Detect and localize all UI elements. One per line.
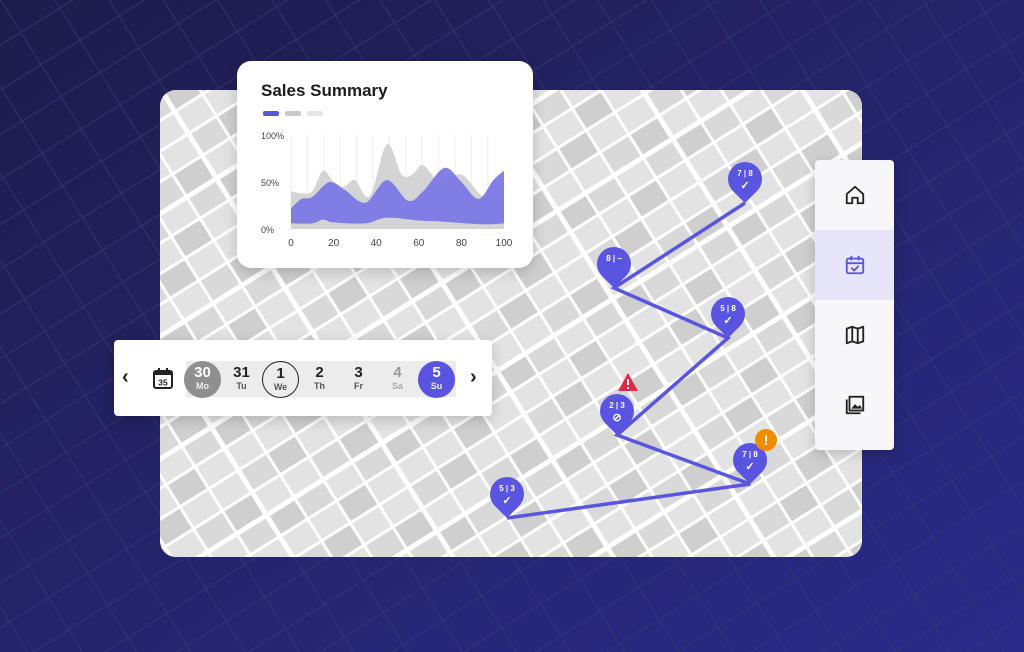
day-th[interactable]: 2 Th: [301, 361, 338, 398]
week-band: [186, 361, 456, 397]
date-picker: ‹ › 35 30 Mo 31 Tu 1 We 2 Th 3 Fr 4 Sa 5 Su: [114, 340, 492, 416]
stop-count: 5 | 3: [499, 484, 515, 493]
svg-text:35: 35: [158, 378, 168, 388]
image-icon: [845, 395, 864, 415]
map-icon: [845, 325, 864, 345]
sidebar: [815, 160, 894, 450]
check-icon: ✓: [745, 461, 755, 473]
day-mo[interactable]: 30 Mo: [184, 361, 221, 398]
weekday-label: Th: [314, 381, 325, 391]
check-icon: ✓: [740, 180, 750, 192]
chart-legend: [263, 111, 323, 116]
day-number: 4: [393, 364, 402, 381]
pin-content: 7 | 8 ✓: [733, 443, 767, 477]
sales-chart: 0% 50% 100% 0 20 40 60 80 100: [261, 131, 513, 249]
weekday-label: Sa: [391, 381, 403, 391]
weekday-label: Fr: [354, 381, 363, 391]
chevron-left-icon[interactable]: ‹: [122, 366, 129, 388]
stop-count: 7 | 8: [742, 450, 758, 459]
sales-summary-card: 0% 50% 100% 0 20 40 60 80 100 Sales Summary: [237, 61, 533, 268]
day-tu[interactable]: 31 Tu: [223, 361, 260, 398]
y-tick-label: 50%: [261, 178, 279, 188]
stop-count: 7 | 8: [737, 169, 753, 178]
sidebar-item-calendar[interactable]: [815, 230, 894, 300]
sidebar-item-map[interactable]: [815, 300, 894, 370]
check-icon: ✓: [502, 495, 512, 507]
day-we[interactable]: 1 We: [262, 361, 299, 398]
day-fr[interactable]: 3 Fr: [340, 361, 377, 398]
weekday-label: Tu: [236, 381, 247, 391]
legend-swatch: [263, 111, 279, 116]
day-su[interactable]: 5 Su: [418, 361, 455, 398]
card-title: Sales Summary: [261, 81, 388, 100]
alert-triangle-icon: [618, 373, 638, 391]
day-number: 30: [194, 364, 211, 381]
day-number: 2: [315, 364, 324, 381]
y-tick-label: 100%: [261, 131, 284, 141]
day-number: 5: [432, 364, 441, 381]
x-tick-label: 60: [413, 238, 425, 249]
legend-swatch: [307, 111, 323, 116]
series-area-purple: [291, 167, 504, 229]
stop-count: 8 | –: [606, 254, 622, 263]
x-tick-label: 80: [456, 238, 468, 249]
x-tick-label: 20: [328, 238, 340, 249]
weekday-label: Su: [430, 381, 443, 391]
pin-content: 2 | 3 ⊘: [600, 394, 634, 428]
sidebar-item-home[interactable]: [815, 160, 894, 230]
day-number: 3: [354, 364, 363, 381]
pin-content: 8 | –: [597, 247, 631, 281]
chevron-right-icon[interactable]: ›: [470, 366, 477, 388]
y-tick-label: 0%: [261, 225, 274, 235]
home-icon: [845, 185, 864, 205]
calendar-icon[interactable]: 35: [152, 367, 174, 389]
calendar-check-icon: [845, 255, 864, 275]
pin-content: 5 | 8 ✓: [711, 297, 745, 331]
warning-badge-icon: !: [755, 429, 777, 451]
check-icon: ✓: [723, 315, 733, 327]
stop-count: 5 | 8: [720, 304, 736, 313]
pin-content: 7 | 8 ✓: [728, 162, 762, 196]
weekday-label: We: [273, 382, 288, 392]
weekday-label: Mo: [196, 381, 209, 391]
day-sa[interactable]: 4 Sa: [379, 361, 416, 398]
series-area-base: [291, 217, 504, 229]
pin-content: 5 | 3 ✓: [490, 477, 524, 511]
legend-swatch: [285, 111, 301, 116]
stop-count: 2 | 3: [609, 401, 625, 410]
day-number: 31: [233, 364, 250, 381]
blocked-icon: ⊘: [612, 412, 622, 424]
sidebar-item-gallery[interactable]: [815, 370, 894, 440]
x-tick-label: 100: [496, 238, 513, 249]
day-number: 1: [276, 365, 285, 382]
x-tick-label: 40: [371, 238, 383, 249]
x-tick-label: 0: [288, 238, 294, 249]
